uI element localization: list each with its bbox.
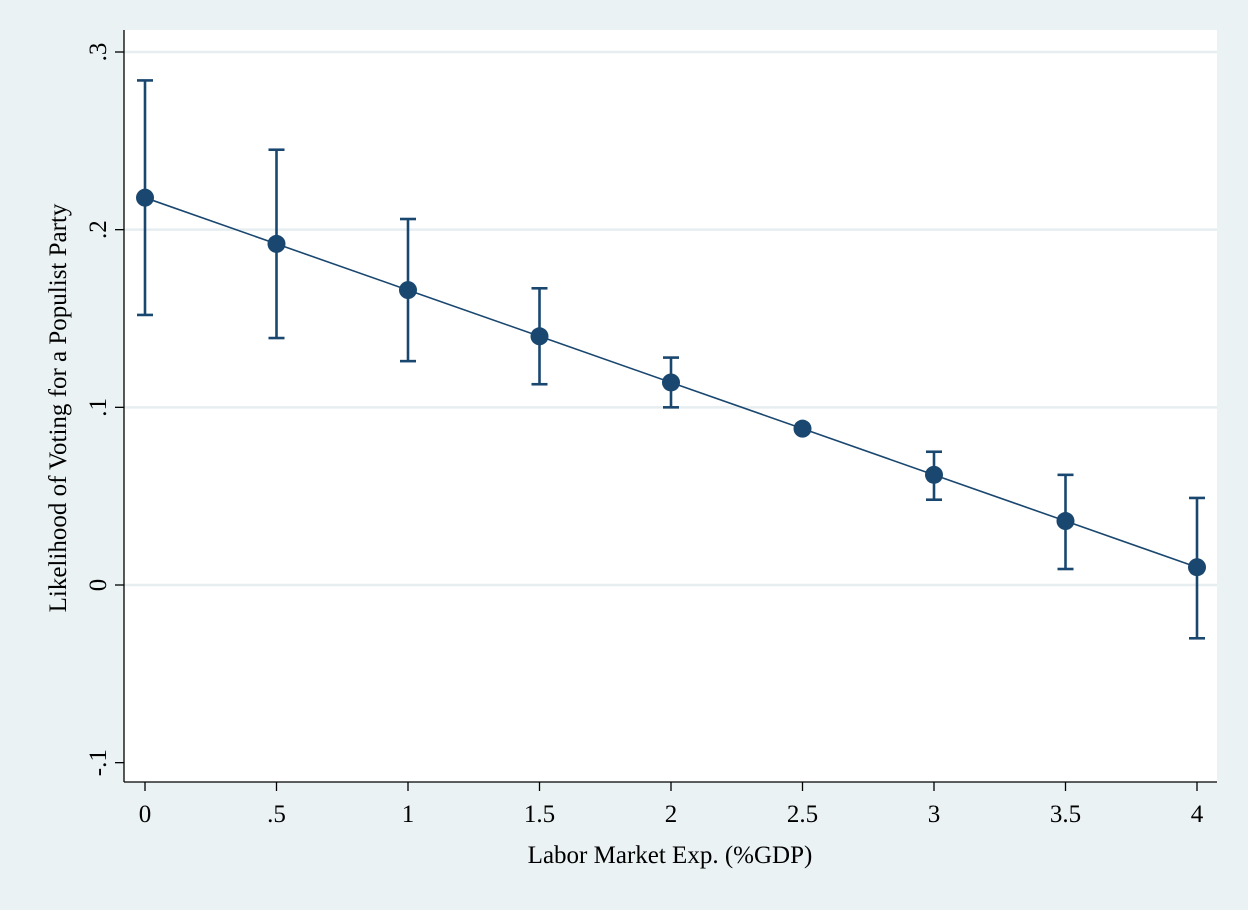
data-point [793,419,812,438]
x-tick-label: 3.5 [1050,801,1081,828]
data-point [662,373,680,392]
data-point [267,234,286,253]
x-tick-label: 2 [665,801,678,828]
x-tick-label: 2.5 [787,801,818,828]
x-tick-label: .5 [267,801,286,828]
y-tick-label: .2 [85,220,112,239]
y-tick-label: .1 [85,398,112,417]
x-tick-label: 1 [402,801,415,828]
x-tick-label: 0 [139,801,152,828]
data-point [925,465,943,484]
data-point [530,327,549,346]
data-point [1188,558,1206,577]
y-tick-label: .3 [85,43,112,62]
y-tick-label: -.1 [85,749,112,776]
grid-layer [124,50,1217,587]
y-tick-label: 0 [85,579,112,592]
x-axis-label: Labor Market Exp. (%GDP) [528,842,813,869]
x-tick-label: 3 [928,801,941,828]
data-point [1056,512,1075,531]
x-tick-label: 4 [1191,801,1204,828]
data-point [136,188,154,207]
ticks-layer: -.1 0 .1 .2 .3 0 .5 1 1.5 2 2.5 3 3.5 4 [85,43,1204,828]
y-axis-label: Likelihood of Voting for a Populist Part… [45,203,72,612]
x-tick-label: 1.5 [524,801,555,828]
points-layer [136,188,1206,577]
data-point [399,281,417,300]
